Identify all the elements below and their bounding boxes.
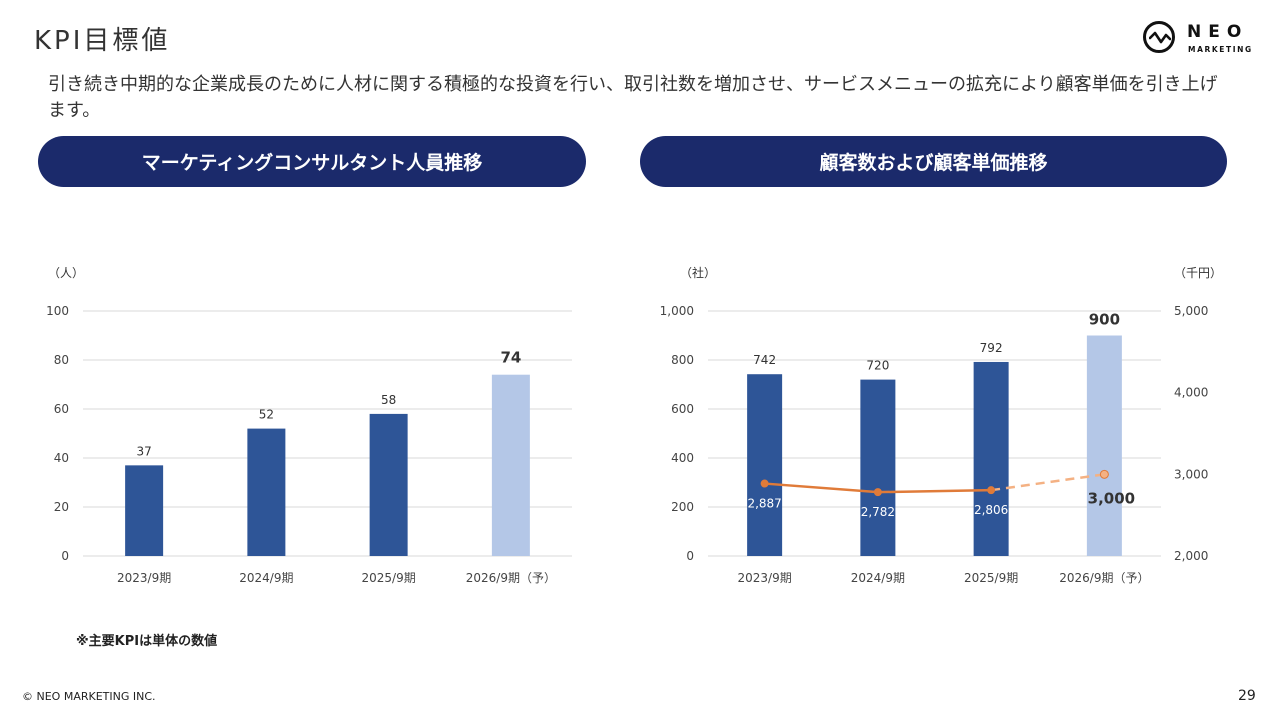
bar-data-label: 58 — [381, 393, 396, 407]
bar — [1086, 335, 1122, 556]
logo-name: NEO — [1187, 22, 1249, 42]
y-tick-label: 100 — [46, 304, 69, 318]
y-tick-label: 80 — [54, 353, 69, 367]
unit-price-label: 2,782 — [861, 505, 895, 519]
y-axis-unit-label: （人） — [48, 266, 84, 280]
x-tick-label: 2024/9期 — [851, 571, 905, 585]
unit-price-point — [1099, 469, 1109, 479]
footnote: ※主要KPIは単体の数値 — [76, 634, 218, 649]
x-tick-label: 2026/9期（予） — [466, 571, 556, 585]
y-tick-label: 0 — [61, 549, 69, 563]
bar — [973, 361, 1009, 556]
x-tick-label: 2023/9期 — [738, 571, 792, 585]
unit-price-point — [873, 488, 882, 497]
lead-text: 引き続き中期的な企業成長のために人材に関する積極的な投資を行い、取引社数を増加さ… — [48, 74, 1218, 121]
page-number: 29 — [1238, 688, 1256, 704]
bar — [747, 374, 783, 556]
unit-price-point — [760, 479, 769, 488]
bar — [491, 374, 530, 556]
copyright: © NEO MARKETING INC. — [22, 690, 156, 703]
right-axis-unit-label: （千円） — [1174, 266, 1222, 280]
customer-count-and-unit-price-chart: （社） （千円） 0 200 400 600 800 1,000 2,000 3,000 4,000… — [660, 265, 1222, 585]
right-y-tick-label: 2,000 — [1174, 549, 1208, 563]
left-y-tick-label: 1,000 — [660, 304, 694, 318]
left-y-tick-label: 200 — [671, 500, 694, 514]
neo-marketing-logo: NEO MARKETING — [1143, 21, 1255, 59]
x-tick-label: 2024/9期 — [239, 571, 293, 585]
consultant-headcount-chart: （人） 0 20 40 60 80 100 37 2023/9期 52 2024/9期 58 2025/… — [46, 266, 572, 585]
right-panel-title: 顧客数および顧客単価推移 — [640, 136, 1227, 187]
unit-price-label: 3,000 — [1088, 489, 1135, 507]
x-tick-label: 2023/9期 — [117, 571, 171, 585]
left-y-tick-label: 0 — [686, 549, 694, 563]
bar — [369, 413, 408, 556]
y-tick-label: 60 — [54, 402, 69, 416]
left-y-tick-label: 800 — [671, 353, 694, 367]
bar-data-label: 720 — [866, 359, 889, 373]
unit-price-label: 2,887 — [747, 497, 781, 511]
right-y-tick-label: 4,000 — [1174, 386, 1208, 400]
bar-data-label: 792 — [980, 341, 1003, 355]
unit-price-point — [987, 486, 996, 495]
left-panel-title: マーケティングコンサルタント人員推移 — [38, 136, 586, 187]
y-tick-label: 40 — [54, 451, 69, 465]
x-tick-label: 2026/9期（予） — [1059, 571, 1149, 585]
bar-data-label: 900 — [1089, 311, 1120, 329]
bar-data-label: 74 — [500, 349, 521, 367]
right-y-tick-label: 5,000 — [1174, 304, 1208, 318]
logo-mark-icon — [1143, 21, 1175, 53]
bar — [125, 465, 164, 556]
right-y-tick-label: 3,000 — [1174, 467, 1208, 481]
bar — [860, 379, 896, 556]
left-y-tick-label: 400 — [671, 451, 694, 465]
bar-data-label: 742 — [753, 353, 776, 367]
x-tick-label: 2025/9期 — [964, 571, 1018, 585]
page-title: KPI目標値 — [34, 26, 171, 56]
logo-sub: MARKETING — [1188, 45, 1253, 54]
unit-price-label: 2,806 — [974, 503, 1008, 517]
unit-price-forecast-line — [990, 473, 1105, 492]
x-tick-label: 2025/9期 — [362, 571, 416, 585]
y-tick-label: 20 — [54, 500, 69, 514]
bar — [247, 428, 286, 556]
left-axis-unit-label: （社） — [680, 265, 716, 280]
bar-data-label: 52 — [259, 408, 274, 422]
left-y-tick-label: 600 — [671, 402, 694, 416]
bar-data-label: 37 — [136, 444, 151, 458]
